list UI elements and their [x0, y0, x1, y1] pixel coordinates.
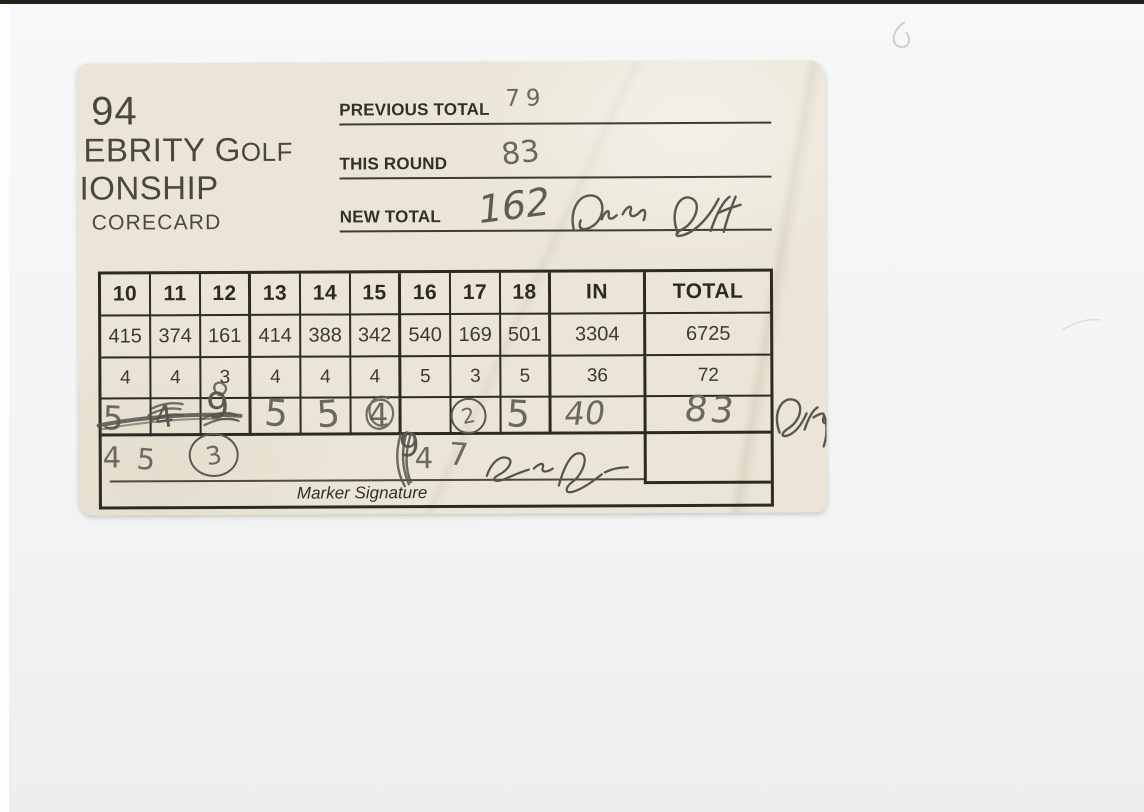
yardage-cell: 161: [201, 315, 252, 359]
score-in-total: 40: [561, 393, 608, 434]
correction-hole-10: 4: [102, 440, 122, 475]
scan-left-margin: [0, 4, 9, 812]
scanner-edge-strip: [0, 0, 1144, 4]
score-hole-17-circled: 2: [450, 397, 487, 435]
previous-total-field: PREVIOUS TOTAL: [339, 84, 772, 126]
previous-total-handwritten-value: 79: [505, 85, 547, 112]
title-line-celebrity-golf: EBRITY GOLF: [83, 131, 293, 170]
yardage-cell: 342: [351, 315, 402, 358]
score-hole-18: 5: [505, 391, 532, 437]
marker-signature-label: Marker Signature: [296, 483, 428, 503]
par-cell: 4: [351, 357, 402, 399]
yardage-cell: 501: [501, 314, 552, 357]
this-round-label: THIS ROUND: [339, 154, 448, 174]
score-round-total: 83: [681, 388, 740, 432]
stray-pencil-squiggle: [892, 21, 910, 49]
correction-hole-12-value: 3: [203, 439, 225, 471]
total-header-cell: TOTAL: [645, 271, 771, 315]
yardage-cell: 374: [151, 316, 202, 359]
new-total-field: NEW TOTAL: [339, 191, 772, 233]
new-total-label: NEW TOTAL: [339, 207, 442, 227]
yardage-cell: 388: [301, 315, 352, 358]
hole-header-cell: 10: [100, 274, 152, 317]
stray-pencil-line: [1061, 318, 1101, 331]
title-year-fragment: 94: [91, 89, 138, 134]
score-hole-11-scribbled: 4: [152, 399, 176, 437]
marker-signature-line: [109, 478, 646, 483]
total-signature-box: [643, 433, 771, 485]
this-round-handwritten-value: 83: [499, 133, 542, 173]
correction-hole-16: 7: [447, 436, 470, 474]
in-header-cell: IN: [550, 272, 647, 315]
score-hole-10: 5: [101, 397, 125, 438]
par-cell: 5: [401, 357, 452, 399]
hole-header-cell: 14: [300, 273, 352, 316]
par-cell: 4: [151, 358, 202, 400]
golf-scorecard: 94 EBRITY GOLF IONSHIP CORECARD PREVIOUS…: [77, 60, 827, 516]
correction-hole-15: 4: [414, 441, 434, 476]
hole-header-cell: 17: [450, 272, 502, 316]
score-hole-14: 5: [315, 391, 342, 437]
edge-initials-signature: [775, 398, 827, 448]
hole-header-cell: 13: [250, 273, 302, 316]
previous-total-label: PREVIOUS TOTAL: [339, 99, 490, 120]
score-hole-17-value: 2: [459, 402, 478, 430]
hole-header-cell: 11: [150, 274, 202, 317]
par-cell: 3: [451, 356, 502, 399]
score-hole-13: 5: [262, 390, 290, 436]
score-table-grid: 10 11 12 13 14 15 16 17 18 IN TOTAL 415 …: [100, 271, 771, 437]
total-yardage-cell: 6725: [646, 313, 771, 357]
score-hole-15-scribbled: 4: [368, 397, 389, 434]
title-line-scorecard-fragment: CORECARD: [91, 211, 222, 235]
hole-header-cell: 18: [500, 272, 552, 315]
yardage-cell: 169: [451, 314, 502, 358]
score-hole-12-scribbled: 9: [204, 385, 231, 428]
this-round-field: THIS ROUND: [339, 138, 772, 180]
hole-header-cell: 16: [400, 273, 452, 316]
yardage-cell: 414: [251, 315, 302, 358]
yardage-cell: 540: [401, 315, 452, 358]
in-yardage-cell: 3304: [551, 314, 647, 357]
correction-hole-11: 5: [135, 441, 157, 478]
hole-header-cell: 12: [200, 273, 252, 317]
title-line2-main: EBRITY G: [83, 130, 241, 169]
correction-hole-12-circled: 3: [188, 432, 239, 478]
hole-header-cell: 15: [350, 273, 402, 316]
in-par-cell: 36: [551, 356, 647, 398]
title-line-championship-fragment: IONSHIP: [79, 169, 219, 207]
par-cell: 4: [101, 358, 152, 400]
new-total-handwritten-value: 162: [476, 178, 552, 233]
yardage-cell: 415: [101, 316, 152, 359]
title-line2-small: OLF: [240, 136, 293, 167]
